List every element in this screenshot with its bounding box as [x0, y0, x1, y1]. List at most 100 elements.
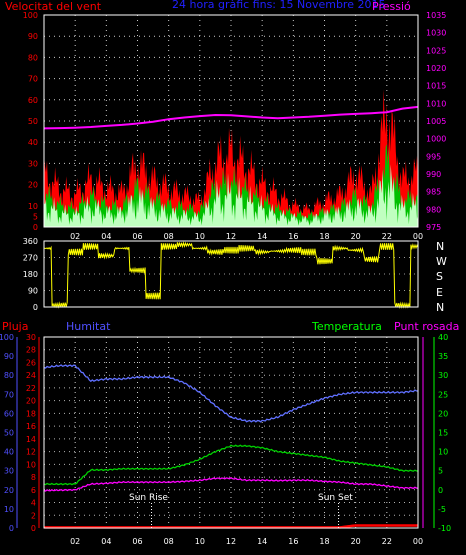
direction-letter-e: E: [436, 286, 443, 299]
pressure-axis-tick: 1005: [426, 117, 446, 126]
x-tick-label: 08: [164, 232, 174, 241]
panel-frame-2: [43, 240, 419, 308]
direction-line: [43, 241, 419, 309]
wind-average-area: [44, 164, 418, 227]
x-tick-label: 18: [319, 537, 329, 546]
rain-axis-tick: 6: [31, 486, 36, 495]
rain-axis-tick: 28: [26, 346, 36, 355]
rain-axis-tick: 16: [26, 422, 36, 431]
temp-axis-tick: 10: [438, 448, 448, 457]
temp-axis-tick: 15: [438, 429, 448, 438]
humidity-axis-tick: 40: [4, 448, 14, 457]
temp-axis-tick: 35: [438, 352, 448, 361]
humidity-line: [43, 364, 419, 423]
humidity-axis-tick: 10: [4, 505, 14, 514]
wind-axis-tick: 80: [28, 53, 38, 62]
wind-axis-tick: 70: [28, 75, 38, 84]
pressure-axis-tick: 990: [426, 170, 441, 179]
humidity-axis-tick: 20: [4, 486, 14, 495]
rain-axis-tick: 2: [31, 511, 36, 520]
chart-title: 24 hora gràfic fins: 15 Novembre 2015: [172, 0, 385, 11]
pressure-axis-tick: 1010: [426, 99, 446, 108]
humidity-axis-tick: 50: [4, 429, 14, 438]
pressure-axis-tick: 1015: [426, 82, 446, 91]
x-tick-label: 06: [132, 232, 142, 241]
rain-axis-tick: 20: [26, 397, 36, 406]
x-tick-label: 00: [413, 537, 423, 546]
pressure-axis-tick: 1030: [426, 29, 446, 38]
temp-axis-tick: 20: [438, 409, 448, 418]
panel-frame-3: [43, 336, 419, 529]
x-tick-label: 20: [351, 232, 361, 241]
direction-letter-w: W: [436, 255, 447, 268]
wind-axis-tick: 20: [28, 181, 38, 190]
pressure-axis-tick: 995: [426, 152, 441, 161]
x-tick-label: 06: [132, 537, 142, 546]
temp-axis-tick: 5: [438, 467, 443, 476]
wind-axis-tick: 0: [33, 223, 38, 232]
temp-axis-tick: 25: [438, 390, 448, 399]
humidity-axis-tick: 100: [0, 333, 14, 342]
rain-axis-tick: 12: [26, 448, 36, 457]
direction-axis-tick: 0: [33, 303, 38, 312]
humidity-axis-tick: 30: [4, 467, 14, 476]
direction-axis-tick: 360: [23, 237, 38, 246]
x-tick-label: 10: [195, 232, 205, 241]
humidity-axis-tick: 0: [9, 524, 14, 533]
temp-axis-tick: -10: [438, 524, 451, 533]
x-tick-label: 02: [70, 232, 80, 241]
rain-axis-tick: 10: [26, 460, 36, 469]
x-tick-label: 22: [382, 232, 392, 241]
wind-axis-tick: 60: [28, 96, 38, 105]
dewpoint-label: Punt rosada: [394, 320, 459, 333]
panel-frame-1: [43, 14, 419, 228]
x-tick-label: 22: [382, 537, 392, 546]
wind-label: Velocitat del vent: [5, 0, 102, 13]
x-tick-label: 12: [226, 537, 236, 546]
sunset-label: Sun Set: [318, 493, 353, 503]
direction-axis-tick: 90: [28, 287, 38, 296]
humidity-axis-tick: 80: [4, 371, 14, 380]
rain-axis-tick: 24: [26, 371, 36, 380]
sunrise-label: Sun Rise: [129, 493, 168, 503]
temperature-line: [43, 444, 419, 486]
humidity-axis-tick: 60: [4, 409, 14, 418]
wind-axis-tick: 40: [28, 138, 38, 147]
rain-axis-tick: 22: [26, 384, 36, 393]
direction-letter-n-bottom: N: [436, 301, 444, 314]
dewpoint-line: [43, 477, 419, 492]
rain-axis-tick: 18: [26, 409, 36, 418]
humidity-label: Humitat: [66, 320, 111, 333]
x-tick-label: 08: [164, 537, 174, 546]
direction-axis-tick: 270: [23, 254, 38, 263]
pressure-line: [43, 105, 419, 130]
rain-axis-tick: 0: [31, 524, 36, 533]
rain-axis-tick: 8: [31, 473, 36, 482]
rain-axis-tick: 30: [26, 333, 36, 342]
wind-axis-tick: 10: [28, 202, 38, 211]
pressure-axis-tick: 1020: [426, 64, 446, 73]
rain-label: Pluja: [2, 320, 28, 333]
x-tick-label: 02: [70, 537, 80, 546]
humidity-axis-tick: 70: [4, 390, 14, 399]
x-tick-label: 20: [351, 537, 361, 546]
pressure-axis-tick: 1035: [426, 11, 446, 20]
pressure-axis-tick: 1025: [426, 46, 446, 55]
temperature-label: Temperatura: [311, 320, 382, 333]
x-tick-label: 12: [226, 232, 236, 241]
x-tick-label: 16: [288, 232, 298, 241]
x-tick-label: 18: [319, 232, 329, 241]
wind-axis-tick: 5: [33, 212, 38, 221]
direction-axis-tick: 180: [23, 270, 38, 279]
rain-axis-tick: 4: [31, 499, 36, 508]
temp-axis-tick: 0: [438, 486, 443, 495]
pressure-axis-tick: 975: [426, 223, 441, 232]
pressure-axis-tick: 1000: [426, 135, 446, 144]
rain-axis-tick: 14: [26, 435, 36, 444]
rain-line: [44, 524, 418, 529]
x-tick-label: 16: [288, 537, 298, 546]
x-tick-label: 10: [195, 537, 205, 546]
x-tick-label: 04: [101, 232, 111, 241]
wind-axis-tick: 90: [28, 32, 38, 41]
